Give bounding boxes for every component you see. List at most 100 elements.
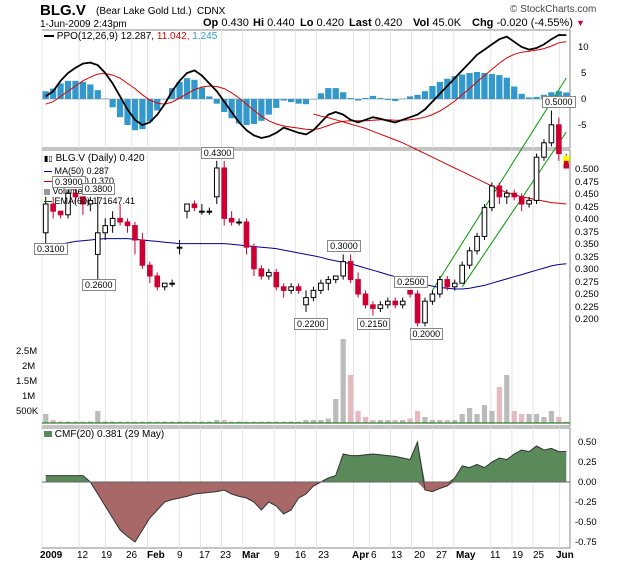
xaxis-label: Mar [242, 550, 260, 561]
volume-bar [318, 420, 324, 423]
candle-body [243, 221, 250, 248]
volume-bar [467, 408, 473, 423]
volume-bar [414, 411, 421, 423]
volume-bar [57, 421, 64, 423]
ppo-histogram-bar [473, 71, 481, 99]
cmf-ytick: 0.25 [578, 457, 597, 468]
xaxis-label: 23 [318, 550, 330, 561]
ppo-histogram-bar [518, 93, 525, 99]
ppo-histogram-bar [369, 95, 377, 99]
volume-bar [72, 421, 79, 423]
last-candle-body [563, 160, 569, 168]
candle-body [414, 293, 421, 324]
candle-body [251, 246, 257, 270]
volume-bar [563, 421, 569, 423]
price-annotation: 0.5000 [542, 96, 576, 109]
price-panel [41, 149, 571, 427]
candle-body [481, 207, 488, 237]
ppo-histogram-bar [466, 73, 473, 99]
volume-bar [191, 421, 198, 423]
volume-bar [221, 420, 227, 423]
ppo-histogram-bar [503, 77, 510, 99]
volume-ytick: 2.5M [16, 346, 38, 357]
volume-bar [147, 421, 153, 423]
xaxis-label: 20 [414, 550, 426, 561]
ppo-histogram-bar [347, 97, 354, 99]
price-annotation: 0.2000 [409, 328, 444, 341]
ppo-histogram-bar [459, 74, 466, 99]
ppo-legend: PPO(12,26,9) 12.287, 11.042, 1.245 [44, 32, 217, 42]
candle-body [407, 289, 413, 295]
quote-low: Lo 0.420 [300, 17, 345, 29]
volume-bar [87, 421, 93, 423]
quote-last: Last 0.420 [349, 17, 403, 29]
down-arrow-icon: ▼ [575, 18, 585, 28]
ppo-histogram-bar [332, 88, 339, 99]
ppo-ytick: -5 [578, 120, 587, 131]
price-annotation: 0.2500 [394, 276, 428, 289]
candle-body [57, 210, 64, 216]
candle-body [258, 268, 265, 277]
xaxis-label: 25 [533, 550, 545, 561]
volume-bar [511, 411, 517, 423]
ppo-histogram-bar [384, 99, 391, 101]
xaxis-label: Apr [352, 550, 370, 561]
xaxis-label: 9 [177, 550, 183, 561]
candle-body [541, 142, 547, 158]
volume-bar [162, 421, 168, 423]
volume-bar [124, 421, 131, 423]
volume-bar [266, 421, 272, 423]
volume-bar [229, 421, 235, 423]
candle-body [392, 300, 399, 306]
volume-bar [214, 420, 220, 423]
volume-bar [176, 421, 183, 423]
ppo-histogram-bar [392, 99, 399, 102]
volume-bar [400, 420, 406, 423]
candle-icon: ▮▯ [44, 154, 53, 163]
candle-body [221, 167, 228, 219]
ppo-histogram-bar [451, 76, 458, 99]
ppo-histogram-bar [421, 91, 429, 99]
candle-body [503, 192, 510, 198]
volume-bar [333, 399, 339, 423]
candle-body [236, 221, 242, 224]
volume-bar [295, 421, 302, 423]
ppo-histogram-bar [206, 96, 213, 99]
volume-bar [43, 414, 49, 423]
candle-body [362, 293, 369, 306]
candle-body [139, 239, 146, 266]
price-ytick: 0.300 [575, 264, 599, 275]
candle-body [355, 279, 361, 295]
candle-body [87, 199, 94, 205]
ppo-histogram-bar [511, 86, 518, 99]
price-annotation: 0.2150 [356, 317, 391, 330]
volume-bar [310, 420, 317, 423]
ppo-histogram-bar [406, 96, 414, 99]
cmf-ytick: -0.25 [575, 497, 597, 508]
candle-body [206, 210, 213, 213]
ppo-histogram-bar [116, 99, 124, 118]
ppo-histogram-bar [555, 91, 562, 99]
quote-volume: Vol 45.0K [413, 17, 462, 29]
volume-bar [281, 421, 287, 423]
ppo-histogram-bar [146, 99, 153, 122]
candle-body [124, 221, 131, 227]
volume-bar [199, 421, 205, 423]
candle-body [310, 289, 317, 299]
ppo-ytick: 5 [581, 68, 587, 79]
ppo-histogram-bar [481, 73, 488, 99]
xaxis-label: Jun [556, 550, 574, 561]
ppo-histogram-bar [139, 99, 146, 130]
volume-bar [362, 417, 369, 423]
volume-bar [110, 421, 116, 423]
candle-body [429, 293, 436, 302]
ticker-symbol: BLG.V [40, 2, 86, 19]
candle-body [518, 196, 525, 205]
candle-body [109, 217, 116, 227]
price-ytick: 0.500 [575, 164, 599, 175]
volume-bar [348, 375, 354, 423]
ppo-histogram-bar [548, 92, 555, 99]
volume-bar [340, 339, 346, 423]
volume-bar [303, 420, 309, 423]
ppo-histogram-bar [317, 93, 324, 99]
